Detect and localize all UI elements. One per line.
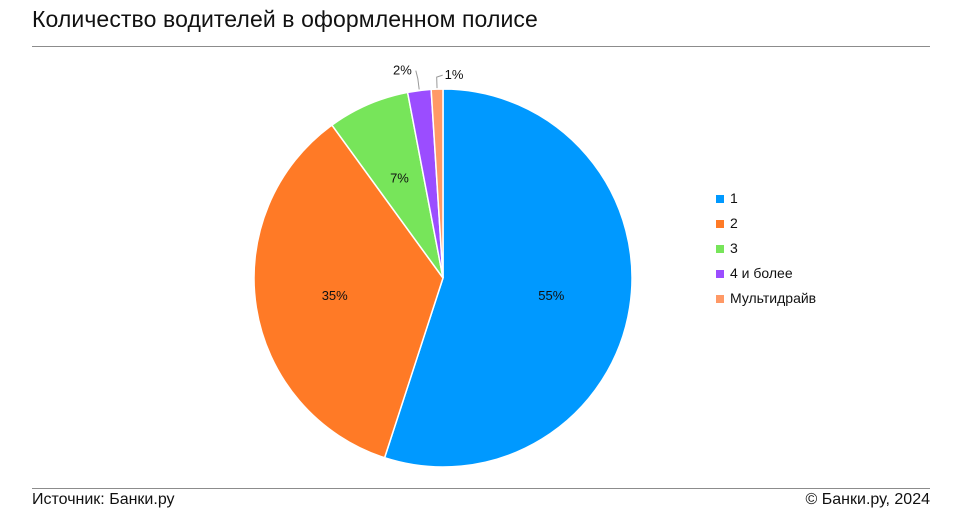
- slice-data-label-1: 55%: [538, 288, 564, 303]
- slice-data-label-5: 1%: [445, 67, 464, 82]
- pie-slice-1: [383, 88, 633, 468]
- footer-divider: [32, 488, 930, 489]
- legend-swatch: [716, 219, 724, 228]
- legend-label: 4 и более: [730, 265, 793, 281]
- legend-item-4: 4 и более: [716, 261, 816, 286]
- legend-item-1: 1: [716, 186, 816, 211]
- title-divider: [32, 46, 930, 47]
- legend-item-5: Мультидрайв: [716, 286, 816, 311]
- legend-swatch: [716, 244, 724, 253]
- legend-label: Мультидрайв: [730, 290, 817, 306]
- pie-slice-2: [253, 124, 444, 459]
- chart-title: Количество водителей в оформленном полис…: [32, 6, 538, 32]
- legend-swatch: [716, 194, 724, 203]
- legend-label: 1: [730, 190, 738, 206]
- legend-item-2: 2: [716, 211, 816, 236]
- legend-label: 3: [730, 240, 738, 256]
- legend-swatch: [716, 269, 724, 278]
- legend-label: 2: [730, 215, 738, 231]
- source-label: Источник: Банки.ру: [32, 491, 175, 508]
- leader-line-5: [436, 74, 443, 89]
- pie-slice-5: [430, 88, 444, 279]
- slice-data-label-4: 2%: [393, 63, 412, 78]
- slice-data-label-2: 35%: [322, 288, 348, 303]
- chart-legend: 1 2 3 4 и более Мультидрайв: [716, 186, 816, 311]
- copyright-label: © Банки.ру, 2024: [805, 491, 930, 508]
- legend-swatch: [716, 294, 724, 303]
- slice-data-label-3: 7%: [390, 170, 409, 185]
- legend-item-3: 3: [716, 236, 816, 261]
- leader-line-4: [415, 70, 420, 90]
